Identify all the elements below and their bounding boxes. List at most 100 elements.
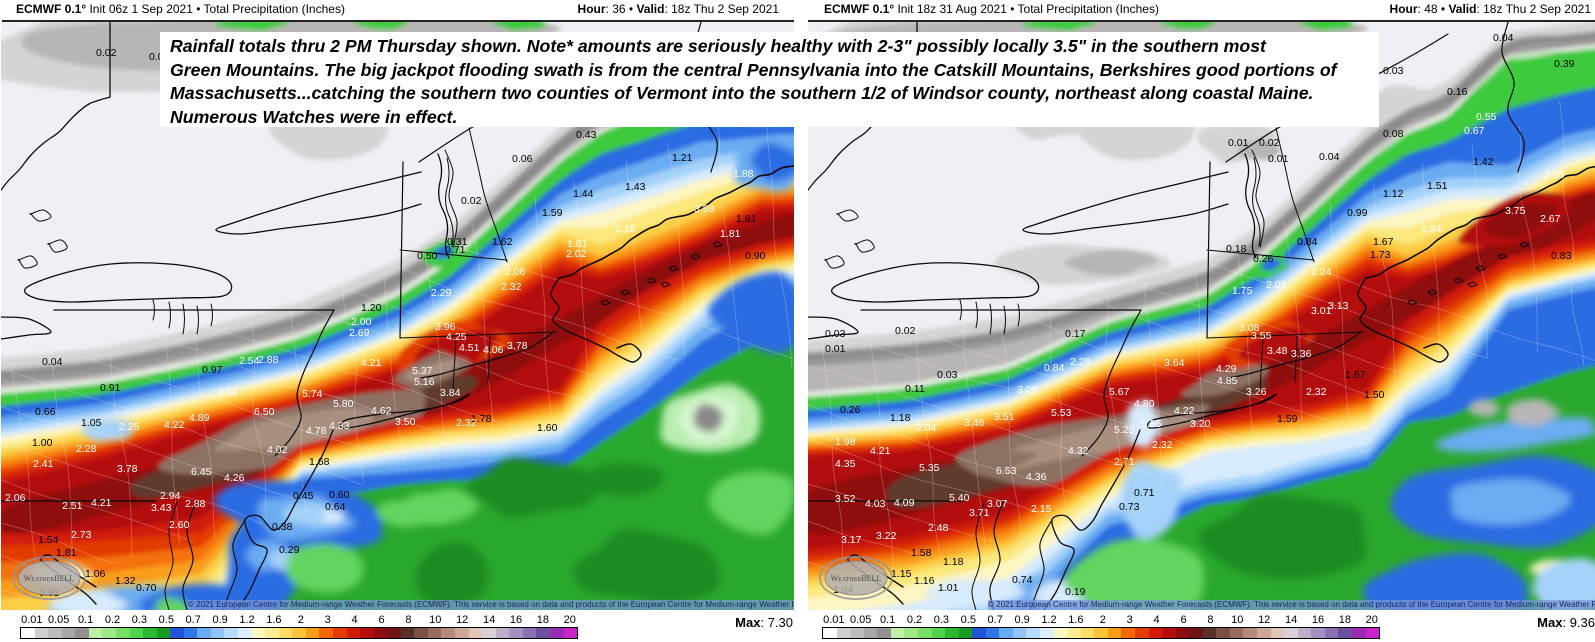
svg-text:2.08: 2.08 [1544,169,1565,181]
svg-text:2.32: 2.32 [456,417,477,429]
svg-text:0.39: 0.39 [1554,58,1575,70]
svg-text:0.84: 0.84 [1044,362,1065,374]
svg-text:0.64: 0.64 [325,501,346,513]
svg-text:5.80: 5.80 [333,398,354,410]
svg-text:3.71: 3.71 [969,507,990,519]
svg-text:3.46: 3.46 [964,417,985,429]
svg-text:3.75: 3.75 [1505,205,1526,217]
svg-text:2.73: 2.73 [71,529,92,541]
svg-text:3.26: 3.26 [1246,386,1267,398]
svg-text:1.67: 1.67 [1345,369,1366,381]
svg-text:2.54: 2.54 [239,355,260,367]
svg-text:0.71: 0.71 [1134,487,1155,499]
svg-text:5.74: 5.74 [302,388,323,400]
svg-text:3.22: 3.22 [876,530,897,542]
svg-text:2.60: 2.60 [169,519,190,531]
svg-text:2.88: 2.88 [258,354,279,366]
svg-text:1.62: 1.62 [492,236,513,248]
svg-text:2.05: 2.05 [1266,279,1287,291]
svg-text:2.88: 2.88 [185,498,206,510]
svg-text:4.03: 4.03 [865,498,886,510]
svg-text:0.99: 0.99 [1347,207,1368,219]
svg-text:1.50: 1.50 [1364,389,1385,401]
svg-text:0.90: 0.90 [745,250,766,262]
svg-text:4.26: 4.26 [224,472,245,484]
svg-text:5.85: 5.85 [1141,418,1162,430]
svg-text:4.78: 4.78 [306,425,327,437]
svg-text:2.32: 2.32 [501,281,522,293]
svg-text:0.02: 0.02 [895,325,916,337]
svg-text:4.51: 4.51 [459,342,480,354]
svg-text:1.75: 1.75 [1232,285,1253,297]
svg-text:1.59: 1.59 [542,207,563,219]
svg-text:0.55: 0.55 [1476,111,1497,123]
svg-text:0.38: 0.38 [272,521,293,533]
svg-text:3.96: 3.96 [435,321,456,333]
svg-text:0.17: 0.17 [1065,328,1086,340]
svg-text:0.03: 0.03 [1383,65,1404,77]
svg-text:6.50: 6.50 [254,406,275,418]
svg-text:0.66: 0.66 [35,406,56,418]
svg-text:2.15: 2.15 [1031,503,1052,515]
svg-text:3.07: 3.07 [987,498,1008,510]
svg-text:0.31: 0.31 [447,236,468,248]
svg-text:2.32: 2.32 [1152,439,1173,451]
svg-text:5.16: 5.16 [414,376,435,388]
svg-text:2.48: 2.48 [928,522,949,534]
svg-text:2.04: 2.04 [916,422,937,434]
svg-text:1.42: 1.42 [1473,156,1494,168]
svg-text:1.01: 1.01 [938,582,959,594]
svg-text:0.73: 0.73 [1119,501,1140,513]
svg-text:0.01: 0.01 [1268,153,1289,165]
svg-text:2.41: 2.41 [33,458,54,470]
svg-text:1.81: 1.81 [56,547,77,559]
svg-text:2.06: 2.06 [5,492,26,504]
svg-text:0.84: 0.84 [1297,236,1318,248]
svg-text:1.98: 1.98 [835,436,856,448]
svg-text:3.88: 3.88 [694,203,715,215]
svg-text:4.80: 4.80 [1134,398,1155,410]
svg-text:1.61: 1.61 [736,213,757,225]
svg-text:3.01: 3.01 [1311,305,1332,317]
svg-text:0.16: 0.16 [1447,86,1468,98]
svg-text:0.26: 0.26 [1253,253,1274,265]
svg-text:3.48: 3.48 [1267,345,1288,357]
svg-text:0.03: 0.03 [825,328,846,340]
svg-text:4.09: 4.09 [894,497,915,509]
svg-text:2.71: 2.71 [1114,456,1135,468]
svg-text:4.85: 4.85 [1217,375,1238,387]
svg-text:3.78: 3.78 [117,463,138,475]
svg-text:3.52: 3.52 [835,493,856,505]
svg-text:5.53: 5.53 [1051,407,1072,419]
svg-text:1.81: 1.81 [567,238,588,250]
svg-text:1.54: 1.54 [38,534,59,546]
svg-text:1.43: 1.43 [625,181,646,193]
svg-text:3.64: 3.64 [1164,357,1185,369]
svg-text:4.02: 4.02 [267,444,288,456]
svg-text:WEATHERBELL: WEATHERBELL [831,574,882,583]
svg-text:3.51: 3.51 [994,411,1015,423]
svg-text:1.06: 1.06 [85,568,106,580]
svg-text:0.02: 0.02 [96,47,117,59]
svg-text:3.84: 3.84 [440,387,461,399]
svg-text:5.40: 5.40 [949,492,970,504]
svg-text:1.00: 1.00 [32,437,53,449]
svg-text:0.29: 0.29 [279,544,300,556]
svg-text:3.54: 3.54 [217,387,238,399]
svg-text:0.71: 0.71 [445,244,466,256]
svg-text:0.02: 0.02 [1259,137,1280,149]
svg-text:2.94: 2.94 [160,490,181,502]
svg-text:0.02: 0.02 [461,195,482,207]
svg-text:4.62: 4.62 [371,405,392,417]
svg-text:3.13: 3.13 [1328,300,1349,312]
svg-text:1.68: 1.68 [309,456,330,468]
svg-text:4.25: 4.25 [446,331,467,343]
svg-text:4.22: 4.22 [1174,405,1195,417]
svg-text:2.29: 2.29 [431,287,452,299]
svg-text:1.58: 1.58 [911,547,932,559]
svg-text:4.32: 4.32 [1068,445,1089,457]
svg-text:2.32: 2.32 [1306,386,1327,398]
svg-text:1.21: 1.21 [672,152,693,164]
svg-text:4.29: 4.29 [1216,363,1237,375]
svg-text:4.21: 4.21 [870,445,891,457]
